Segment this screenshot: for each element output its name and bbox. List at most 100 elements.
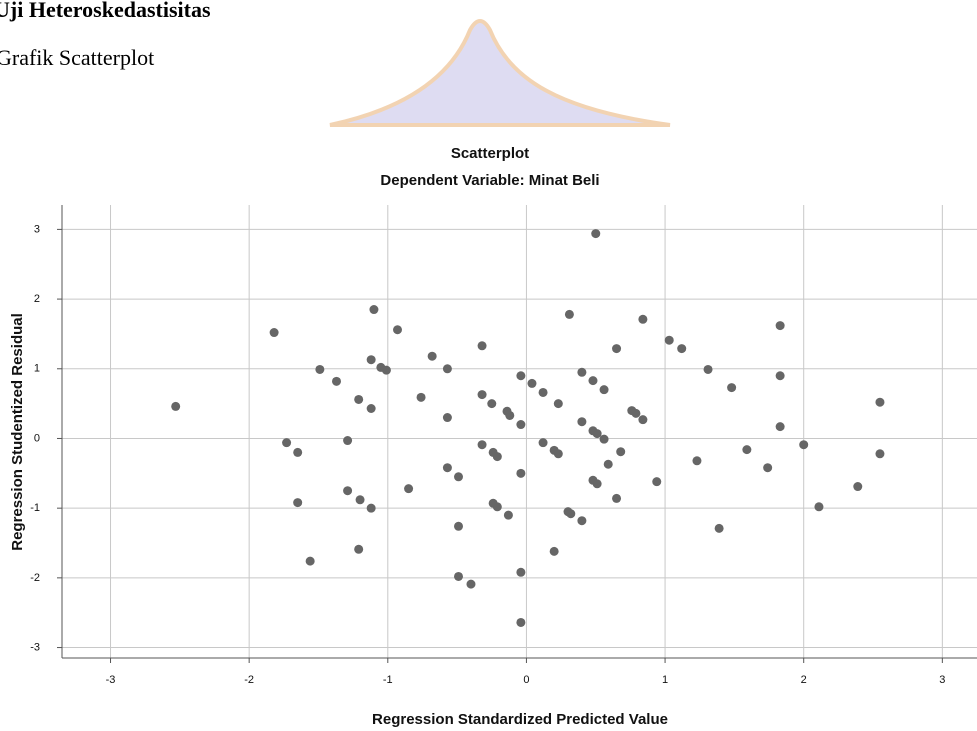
point: [366, 404, 376, 414]
heading: Uji Heteroskedastisitas: [0, 0, 211, 22]
point: [538, 387, 548, 397]
y-tick-label: 2: [34, 293, 40, 305]
point: [875, 397, 885, 407]
point: [492, 452, 502, 462]
point: [677, 344, 687, 354]
point: [516, 420, 526, 430]
point: [293, 498, 303, 508]
point: [343, 486, 353, 496]
y-tick-label: -2: [30, 572, 40, 584]
point: [355, 495, 365, 505]
point: [505, 410, 515, 420]
point: [775, 422, 785, 432]
point: [454, 472, 463, 482]
point: [714, 523, 724, 533]
point: [427, 351, 437, 361]
point: [343, 436, 353, 446]
x-axis-label: Regression Standardized Predicted Value: [372, 711, 668, 728]
point: [775, 321, 785, 331]
point: [477, 440, 487, 450]
x-tick-label: 3: [939, 674, 945, 686]
point: [516, 567, 526, 577]
point: [354, 394, 364, 404]
point: [487, 399, 497, 409]
point: [466, 579, 476, 589]
point: [315, 364, 325, 374]
point: [703, 364, 713, 374]
point: [814, 502, 824, 512]
y-tick-label: -3: [30, 641, 40, 653]
point: [416, 392, 426, 402]
y-tick-label: 0: [34, 432, 40, 444]
point: [366, 503, 376, 513]
point: [664, 335, 674, 345]
point: [503, 510, 513, 520]
point: [763, 463, 773, 473]
point: [742, 445, 752, 455]
points: [171, 229, 885, 627]
point: [442, 463, 452, 473]
y-tick-label: 1: [34, 363, 40, 375]
point: [631, 408, 641, 418]
y-tick-label: 3: [34, 223, 40, 235]
point: [454, 521, 463, 531]
point: [477, 341, 487, 351]
x-tick-label: -3: [106, 674, 116, 686]
point: [566, 509, 576, 519]
point: [305, 556, 315, 566]
x-tick-label: -1: [383, 674, 393, 686]
point: [775, 371, 785, 381]
point: [369, 305, 379, 315]
point: [564, 309, 574, 319]
point: [599, 385, 609, 395]
point: [549, 546, 559, 556]
point: [477, 390, 487, 400]
x-tick-label: 0: [523, 674, 529, 686]
point: [577, 367, 587, 377]
point: [538, 438, 548, 448]
point: [442, 413, 452, 423]
point: [599, 434, 609, 444]
point: [592, 479, 602, 489]
point: [171, 401, 181, 411]
point: [612, 493, 622, 503]
point: [332, 376, 341, 386]
chart-subtitle: Dependent Variable: Minat Beli: [380, 172, 599, 189]
y-tick-label: -1: [30, 502, 40, 514]
point: [553, 449, 563, 459]
y-axis-label: Regression Studentized Residual: [9, 313, 26, 551]
point: [282, 438, 292, 448]
point: [727, 383, 737, 393]
point: [652, 477, 662, 487]
watermark-logo: [329, 19, 671, 127]
point: [592, 429, 602, 439]
point: [577, 516, 587, 526]
point: [381, 365, 391, 375]
point: [612, 344, 622, 354]
point: [366, 355, 376, 365]
point: [875, 449, 885, 459]
point: [853, 482, 863, 492]
point: [454, 571, 463, 581]
point: [799, 440, 809, 450]
point: [293, 447, 303, 457]
point: [516, 468, 526, 478]
point: [516, 617, 526, 627]
point: [442, 364, 452, 374]
point: [577, 417, 587, 427]
point: [603, 459, 613, 469]
point: [492, 502, 502, 512]
point: [638, 415, 648, 425]
point: [591, 229, 601, 239]
point: [588, 376, 598, 386]
point: [393, 325, 402, 335]
x-tick-label: 1: [662, 674, 668, 686]
point: [527, 378, 537, 388]
point: [516, 371, 526, 381]
point: [553, 399, 563, 409]
grid: -3 -2 -1 0 1 2 3 -3 -2 -1 0 1 2 3: [30, 205, 977, 686]
point: [638, 314, 648, 324]
chart-title: Scatterplot: [451, 145, 529, 162]
